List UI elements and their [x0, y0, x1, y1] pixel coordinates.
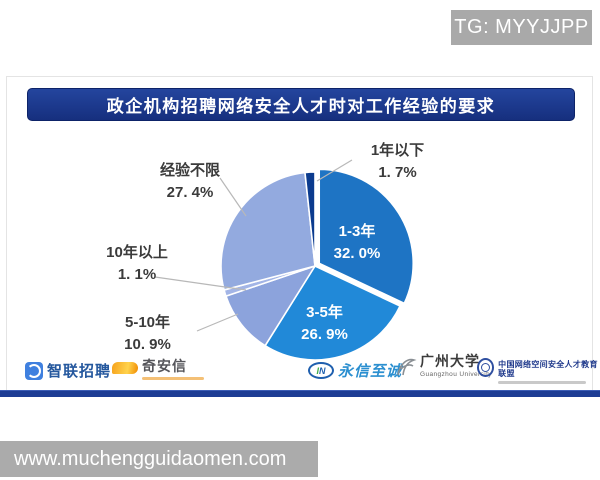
- pie-label-over10-text: 10年以上: [106, 244, 168, 261]
- logo-zhaopin: 智联招聘: [25, 360, 111, 381]
- alliance-label-en: [498, 381, 587, 384]
- pie-label-5-10-text: 5-10年: [124, 314, 171, 331]
- pie-label-5-10: 5-10年 10. 9%: [90, 312, 205, 356]
- leader-line-5-10: [196, 313, 239, 332]
- zhaopin-label: 智联招聘: [47, 363, 112, 380]
- pie-label-1-3-text: 1-3年: [338, 223, 376, 240]
- pie-label-1-3: 1-3年 32. 0%: [307, 221, 407, 265]
- pie-label-3-5-text: 3-5年: [306, 304, 343, 321]
- qianxin-icon: [112, 362, 138, 374]
- pie-slice-1: [318, 168, 415, 305]
- pie-slices: [220, 168, 415, 361]
- chart-title: 政企机构招聘网络安全人才时对工作经验的要求: [27, 88, 575, 121]
- pie-label-5-10-pct: 10. 9%: [124, 336, 171, 353]
- alliance-icon: [477, 358, 495, 377]
- pie-label-over10-pct: 1. 1%: [117, 266, 157, 283]
- leader-lines: [154, 159, 353, 332]
- qianxin-tagline: [142, 377, 204, 380]
- leader-line-over10: [154, 276, 247, 291]
- watermark-url: www.muchengguidaomen.com: [0, 441, 318, 477]
- logo-guangzhou-university: 广州大学 Guangzhou University: [395, 355, 492, 379]
- yongxin-label: 永信至诚: [338, 363, 403, 380]
- qianxin-label: 奇安信: [142, 358, 187, 374]
- pie-slice-2: [264, 265, 401, 361]
- zhaopin-icon: [25, 361, 43, 380]
- guangzhou-university-label: 广州大学: [420, 355, 480, 370]
- yongxin-icon: IN: [308, 362, 334, 379]
- pie-label-over10: 10年以上 1. 1%: [78, 242, 196, 286]
- leader-line-none: [219, 177, 247, 217]
- guangzhou-university-icon: [397, 358, 417, 376]
- pie-label-under1-text: 1年以下: [370, 142, 425, 159]
- logo-qianxin: 奇安信: [112, 359, 204, 380]
- tg-badge: TG: MYYJJPP: [451, 10, 592, 45]
- pie-slice-5: [220, 171, 316, 291]
- pie-label-3-5-pct: 26. 9%: [301, 326, 348, 343]
- pie-label-none-text: 经验不限: [159, 162, 220, 179]
- pie-label-under1-pct: 1. 7%: [378, 164, 417, 181]
- pie-label-under1: 1年以下 1. 7%: [340, 140, 455, 184]
- card-bottom-rule: [0, 390, 600, 397]
- logo-yongxinzhicheng: IN 永信至诚: [308, 360, 402, 381]
- guangzhou-university-label-en: Guangzhou University: [420, 371, 492, 378]
- logo-alliance: 中国网络空间安全人才教育联盟: [477, 358, 600, 384]
- pie-slice-6: [304, 171, 316, 267]
- pie-label-none: 经验不限 27. 4%: [130, 160, 250, 204]
- leader-line-under1: [316, 159, 353, 182]
- pie-label-3-5: 3-5年 26. 9%: [272, 302, 377, 346]
- pie-label-none-pct: 27. 4%: [166, 184, 214, 201]
- pie-label-1-3-pct: 32. 0%: [333, 245, 381, 262]
- alliance-label: 中国网络空间安全人才教育联盟: [498, 360, 598, 378]
